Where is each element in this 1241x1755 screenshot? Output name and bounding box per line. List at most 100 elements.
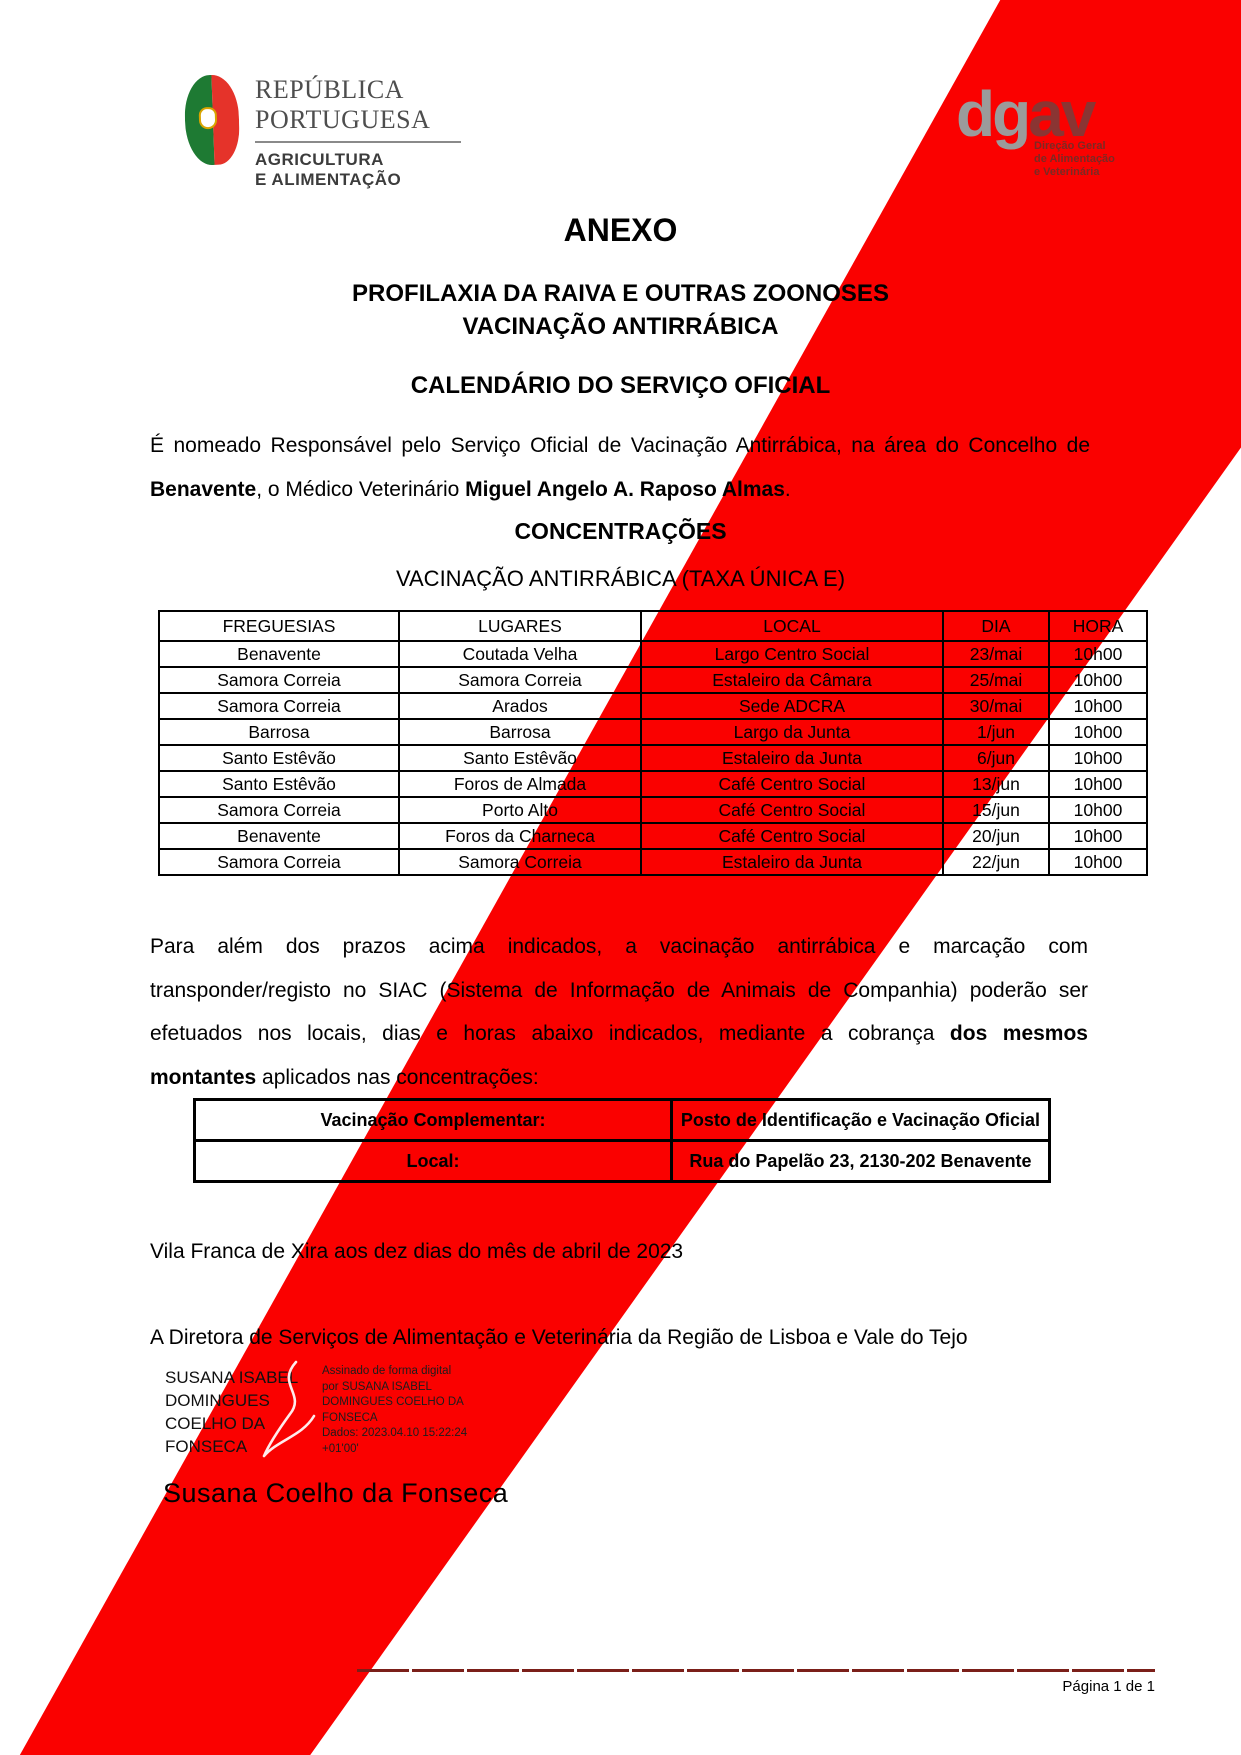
cell-hora: 10h00: [1048, 770, 1148, 798]
cell-dia: 13/jun: [942, 770, 1050, 798]
signature-cert-name: SUSANA ISABEL DOMINGUES COELHO DA FONSEC…: [165, 1366, 298, 1458]
gov-logo-line4: E ALIMENTAÇÃO: [255, 170, 402, 189]
cell-local: Estaleiro da Junta: [640, 744, 944, 772]
cell-freguesia: Barrosa: [158, 718, 400, 746]
title-concentracoes: CONCENTRAÇÕES: [514, 518, 727, 544]
details-line3: DOMINGUES COELHO DA: [322, 1396, 464, 1408]
cell-lugar: Arados: [398, 692, 642, 720]
cell-freguesia: Samora Correia: [158, 692, 400, 720]
gov-logo-text: REPÚBLICA PORTUGUESA AGRICULTURA E ALIME…: [255, 75, 461, 190]
dgav-logo: dgav Direção Geral de Alimentação e Vete…: [956, 82, 1176, 179]
cell-hora: 10h00: [1048, 822, 1148, 850]
cell-lugar: Santo Estêvão: [398, 744, 642, 772]
intro-line2: Benavente, o Médico Veterinário Miguel A…: [150, 468, 1090, 512]
cell-hora: 10h00: [1048, 666, 1148, 694]
cell-local: Café Centro Social: [640, 822, 944, 850]
vaccination-schedule-table: FREGUESIAS LUGARES LOCAL DIA HORA Benave…: [158, 610, 1148, 876]
dgav-subtitle-line3: e Veterinária: [1034, 166, 1100, 178]
cell-lugar: Foros de Almada: [398, 770, 642, 798]
cell-lugar: Foros da Charneca: [398, 822, 642, 850]
cell-hora: 10h00: [1048, 718, 1148, 746]
cell-local: Largo Centro Social: [640, 640, 944, 668]
col-header-dia: DIA: [942, 610, 1050, 642]
intro-paragraph: É nomeado Responsável pelo Serviço Ofici…: [150, 424, 1090, 512]
title-vacinacao: VACINAÇÃO ANTIRRÁBICA: [462, 313, 779, 340]
signature-details: Assinado de forma digital por SUSANA ISA…: [322, 1364, 472, 1457]
cell-lugar: Barrosa: [398, 718, 642, 746]
cell-lugar: Samora Correia: [398, 848, 642, 876]
dgav-wordmark: dgav: [956, 82, 1176, 146]
place-date-line: Vila Franca de Xira aos dez dias do mês …: [150, 1240, 684, 1263]
cell-dia: 25/mai: [942, 666, 1050, 694]
cell-dia: 15/jun: [942, 796, 1050, 824]
complementary-table: Vacinação Complementar: Posto de Identif…: [193, 1098, 1051, 1183]
cell-freguesia: Samora Correia: [158, 666, 400, 694]
cell-freguesia: Santo Estêvão: [158, 770, 400, 798]
table-row: Samora Correia Samora Correia Estaleiro da…: [158, 848, 1148, 876]
para2-line3-text: efetuados nos locais, dias e horas abaix…: [150, 1022, 950, 1045]
para2-line2: transponder/registo no SIAC (Sistema de …: [150, 978, 1088, 1002]
details-line6: +01'00': [322, 1442, 359, 1455]
intro-period: .: [784, 478, 791, 501]
col-header-local: LOCAL: [640, 610, 944, 642]
local-label: Local:: [193, 1139, 673, 1183]
signed-name: Susana Coelho da Fonseca: [163, 1478, 509, 1508]
intro-line1: É nomeado Responsável pelo Serviço Ofici…: [150, 434, 1090, 457]
dgav-av: av: [1028, 78, 1096, 150]
cell-freguesia: Benavente: [158, 822, 400, 850]
dgav-subtitle-line2: de Alimentação: [1034, 153, 1115, 165]
table-row: Vacinação Complementar: Posto de Identif…: [193, 1098, 1051, 1142]
table-row: Samora Correia Arados Sede ADCRA 30/mai 10h0…: [158, 692, 1148, 720]
gov-logo-line1: REPÚBLICA: [255, 75, 404, 104]
gov-logo-divider: [255, 141, 461, 143]
para2-line1: Para além dos prazos acima indicados, a …: [150, 935, 1088, 958]
title-profilaxia: PROFILAXIA DA RAIVA E OUTRAS ZOONOSES: [352, 280, 889, 307]
title-anexo: ANEXO: [563, 212, 678, 248]
page-number: Página 1 de 1: [1062, 1678, 1155, 1695]
cell-local: Café Centro Social: [640, 796, 944, 824]
table-row: Santo Estêvão Foros de Almada Café Centro …: [158, 770, 1148, 798]
cell-lugar: Porto Alto: [398, 796, 642, 824]
complementary-paragraph: Para além dos prazos acima indicados, a …: [150, 925, 1088, 1099]
portugal-flag-icon: [183, 74, 241, 166]
cell-dia: 23/mai: [942, 640, 1050, 668]
intro-vet-name: Miguel Angelo A. Raposo Almas: [465, 478, 785, 501]
cert-line2: DOMINGUES: [165, 1391, 270, 1410]
cell-hora: 10h00: [1048, 744, 1148, 772]
table-row: Benavente Foros da Charneca Café Centro So…: [158, 822, 1148, 850]
table-row: Barrosa Barrosa Largo da Junta 1/jun 10h00: [158, 718, 1148, 746]
signer-title-line: A Diretora de Serviços de Alimentação e …: [150, 1326, 968, 1349]
cell-local: Estaleiro da Câmara: [640, 666, 944, 694]
table-row: Santo Estêvão Santo Estêvão Estaleiro da J…: [158, 744, 1148, 772]
cell-hora: 10h00: [1048, 848, 1148, 876]
para2-bold-dos-mesmos: dos mesmos: [949, 1022, 1088, 1045]
dgav-subtitle: Direção Geral de Alimentação e Veterinár…: [1034, 140, 1176, 179]
cell-dia: 30/mai: [942, 692, 1050, 720]
para2-bold-montantes: montantes: [150, 1065, 257, 1089]
cert-line1: SUSANA ISABEL: [165, 1368, 299, 1387]
table-row: Samora Correia Samora Correia Estaleiro da…: [158, 666, 1148, 694]
cell-hora: 10h00: [1048, 796, 1148, 824]
table-row: Local: Rua do Papelão 23, 2130-202 Benav…: [193, 1139, 1051, 1183]
col-header-lugares: LUGARES: [398, 610, 642, 642]
col-header-hora: HORA: [1048, 610, 1148, 642]
gov-logo-line3: AGRICULTURA: [255, 150, 384, 169]
table-row: Samora Correia Porto Alto Café Centro Soci…: [158, 796, 1148, 824]
cert-line3: COELHO DA: [165, 1414, 266, 1433]
title-calendario: CALENDÁRIO DO SERVIÇO OFICIAL: [410, 372, 831, 399]
title-taxa-unica: VACINAÇÃO ANTIRRÁBICA (TAXA ÚNICA E): [395, 566, 846, 591]
republica-portuguesa-logo: REPÚBLICA PORTUGUESA AGRICULTURA E ALIME…: [183, 74, 461, 190]
cert-line4: FONSECA: [165, 1437, 248, 1456]
cell-dia: 22/jun: [942, 848, 1050, 876]
details-line1: Assinado de forma digital: [322, 1365, 452, 1377]
col-header-freguesias: FREGUESIAS: [158, 610, 400, 642]
cell-hora: 10h00: [1048, 640, 1148, 668]
table-row: Benavente Coutada Velha Largo Centro Socia…: [158, 640, 1148, 668]
cell-lugar: Coutada Velha: [398, 640, 642, 668]
complementary-label: Vacinação Complementar:: [193, 1098, 673, 1142]
cell-freguesia: Benavente: [158, 640, 400, 668]
intro-benavente: Benavente: [150, 478, 257, 501]
complementary-value: Posto de Identificação e Vacinação Ofici…: [670, 1098, 1051, 1142]
footer-divider-line: [357, 1669, 1155, 1672]
